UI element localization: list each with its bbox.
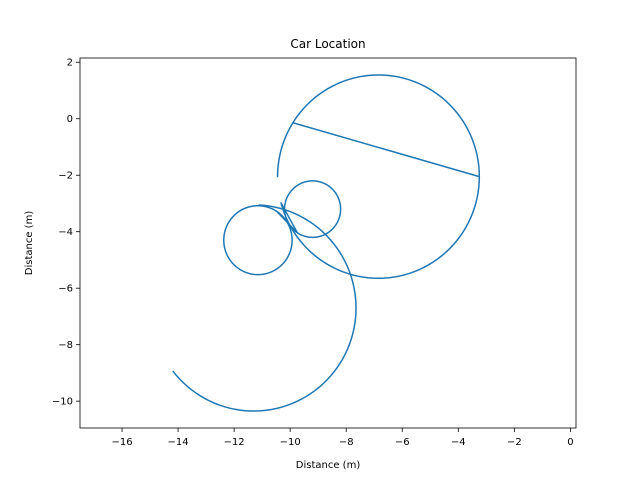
y-axis: 2 0 −2 −4 −6 −8 −10 <box>52 58 80 408</box>
y-tick-label: −10 <box>52 397 73 408</box>
chart-title: Car Location <box>290 37 365 51</box>
y-tick-label: −8 <box>58 340 73 351</box>
y-tick-label: −6 <box>58 284 73 295</box>
x-tick-label: −4 <box>451 437 466 448</box>
x-axis-label: Distance (m) <box>296 460 361 471</box>
series-line-0 <box>172 74 481 412</box>
y-tick-label: −4 <box>58 227 73 238</box>
x-tick-label: −16 <box>111 437 132 448</box>
x-tick-label: −6 <box>395 437 410 448</box>
x-tick-label: −12 <box>224 437 245 448</box>
x-tick-label: −10 <box>280 437 301 448</box>
plot-frame <box>79 57 577 429</box>
y-tick-label: 2 <box>67 58 73 69</box>
x-tick-label: −14 <box>168 437 189 448</box>
y-tick-label: −2 <box>58 171 73 182</box>
x-tick-label: −2 <box>507 437 522 448</box>
y-axis-label: Distance (m) <box>24 211 35 276</box>
y-tick-label: 0 <box>67 114 73 125</box>
x-axis: −16 −14 −12 −10 −8 −6 −4 −2 0 <box>111 428 574 448</box>
x-tick-label: 0 <box>567 437 573 448</box>
plot-layer <box>172 74 481 412</box>
x-tick-label: −8 <box>339 437 354 448</box>
